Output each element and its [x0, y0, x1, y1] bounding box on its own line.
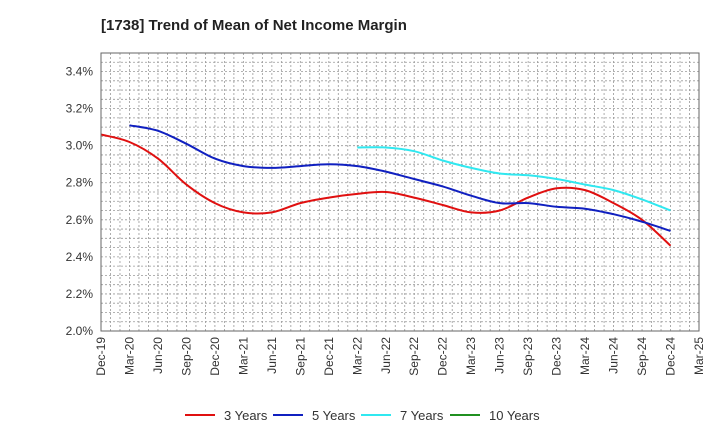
- x-tick-label: Mar-24: [578, 337, 592, 375]
- y-tick-label: 3.0%: [66, 139, 94, 153]
- x-tick-label: Dec-22: [436, 337, 450, 376]
- x-tick-label: Mar-23: [464, 337, 478, 375]
- x-tick-label: Dec-20: [208, 337, 222, 376]
- series-line-3-years: [100, 133, 672, 247]
- series-lines: [100, 124, 672, 247]
- grid-lines: [101, 53, 699, 331]
- plot-frame: [100, 52, 700, 332]
- y-tick-label: 3.2%: [66, 102, 94, 116]
- x-tick-label: Dec-24: [664, 337, 678, 376]
- x-tick-label: Mar-21: [236, 337, 250, 375]
- x-tick-label: Sep-24: [635, 337, 649, 376]
- y-tick-label: 2.4%: [66, 250, 94, 264]
- x-tick-label: Mar-20: [122, 337, 136, 375]
- y-tick-label: 2.0%: [66, 324, 94, 338]
- x-tick-label: Jun-22: [379, 337, 393, 374]
- y-tick-label: 2.8%: [66, 176, 94, 190]
- x-tick-label: Jun-24: [607, 337, 621, 374]
- legend-label-7-years: 7 Years: [400, 408, 444, 423]
- x-tick-label: Sep-21: [293, 337, 307, 376]
- x-tick-label: Jun-21: [265, 337, 279, 374]
- x-tick-label: Jun-23: [493, 337, 507, 374]
- x-tick-label: Jun-20: [151, 337, 165, 374]
- x-tick-label: Sep-23: [521, 337, 535, 376]
- series-line-5-years: [129, 124, 671, 232]
- y-tick-label: 2.6%: [66, 213, 94, 227]
- x-tick-label: Mar-22: [350, 337, 364, 375]
- x-tick-label: Sep-22: [407, 337, 421, 376]
- y-axis-ticks: 2.0% 2.2% 2.4% 2.6% 2.8% 3.0% 3.2% 3.4%: [66, 65, 94, 338]
- chart-title: [1738] Trend of Mean of Net Income Margi…: [101, 17, 407, 34]
- x-tick-label: Dec-19: [94, 337, 108, 376]
- legend-label-3-years: 3 Years: [224, 408, 268, 423]
- x-tick-label: Sep-20: [179, 337, 193, 376]
- y-tick-label: 3.4%: [66, 65, 94, 79]
- x-tick-label: Mar-25: [692, 337, 706, 375]
- legend-label-10-years: 10 Years: [489, 408, 540, 423]
- series-line-7-years: [357, 146, 671, 212]
- x-tick-label: Dec-21: [322, 337, 336, 376]
- legend: 3 Years 5 Years 7 Years 10 Years: [185, 408, 540, 423]
- x-tick-label: Dec-23: [550, 337, 564, 376]
- x-axis-ticks: Dec-19 Mar-20 Jun-20 Sep-20 Dec-20 Mar-21 Jun-…: [94, 337, 706, 376]
- y-tick-label: 2.2%: [66, 287, 94, 301]
- legend-label-5-years: 5 Years: [312, 408, 356, 423]
